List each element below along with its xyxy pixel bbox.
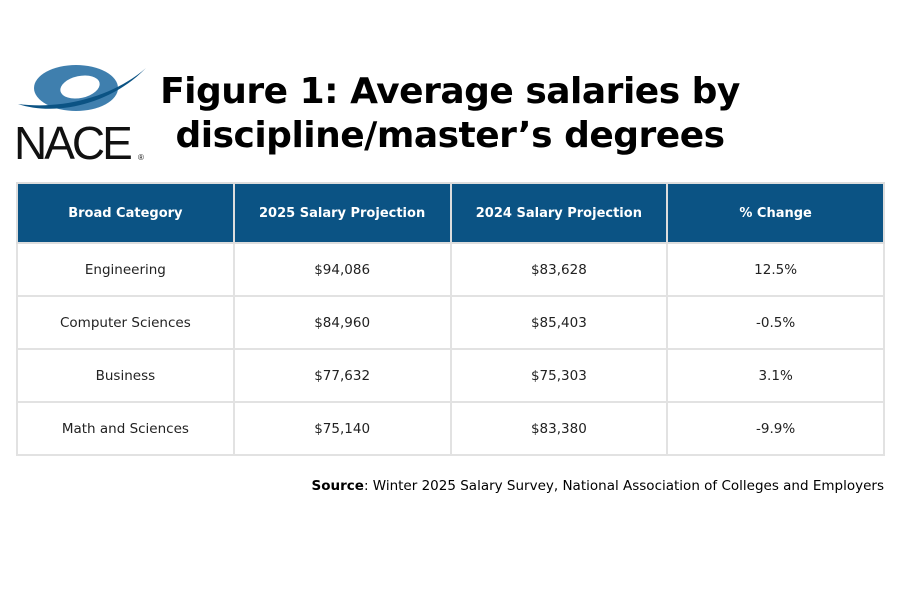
column-header-2024-projection: 2024 Salary Projection [449, 182, 669, 244]
page-title: Figure 1: Average salaries by discipline… [160, 71, 740, 156]
registered-mark: ® [138, 153, 144, 162]
category-cell: Math and Sciences [16, 401, 235, 456]
table-row: Computer Sciences $84,960 $85,403 -0.5% [16, 295, 885, 350]
column-header-percent-change: % Change [666, 182, 885, 244]
salary-table: Broad Category 2025 Salary Projection 20… [16, 182, 885, 456]
column-header-2025-projection: 2025 Salary Projection [232, 182, 452, 244]
salary-2025-cell: $94,086 [232, 242, 452, 297]
source-note: Source: Winter 2025 Salary Survey, Natio… [312, 478, 885, 494]
logo-wordmark: NACE [14, 117, 133, 169]
percent-change-cell: -0.5% [666, 295, 885, 350]
column-header-broad-category: Broad Category [16, 182, 235, 244]
category-cell: Engineering [16, 242, 235, 297]
table-row: Engineering $94,086 $83,628 12.5% [16, 242, 885, 297]
salary-2024-cell: $83,380 [449, 401, 669, 456]
nace-swoosh-icon [18, 65, 146, 111]
category-cell: Computer Sciences [16, 295, 235, 350]
percent-change-cell: 12.5% [666, 242, 885, 297]
table-header-row: Broad Category 2025 Salary Projection 20… [16, 182, 885, 244]
salary-2025-cell: $75,140 [232, 401, 452, 456]
table-row: Math and Sciences $75,140 $83,380 -9.9% [16, 401, 885, 456]
salary-2025-cell: $77,632 [232, 348, 452, 403]
percent-change-cell: -9.9% [666, 401, 885, 456]
salary-2024-cell: $83,628 [449, 242, 669, 297]
source-label: Source [311, 478, 364, 494]
source-text: : Winter 2025 Salary Survey, National As… [363, 478, 884, 494]
salary-2024-cell: $75,303 [449, 348, 669, 403]
salary-2025-cell: $84,960 [232, 295, 452, 350]
category-cell: Business [16, 348, 235, 403]
salary-2024-cell: $85,403 [449, 295, 669, 350]
table-row: Business $77,632 $75,303 3.1% [16, 348, 885, 403]
percent-change-cell: 3.1% [666, 348, 885, 403]
nace-logo: NACE ® [14, 60, 149, 169]
salary-table-container: Broad Category 2025 Salary Projection 20… [16, 182, 885, 456]
